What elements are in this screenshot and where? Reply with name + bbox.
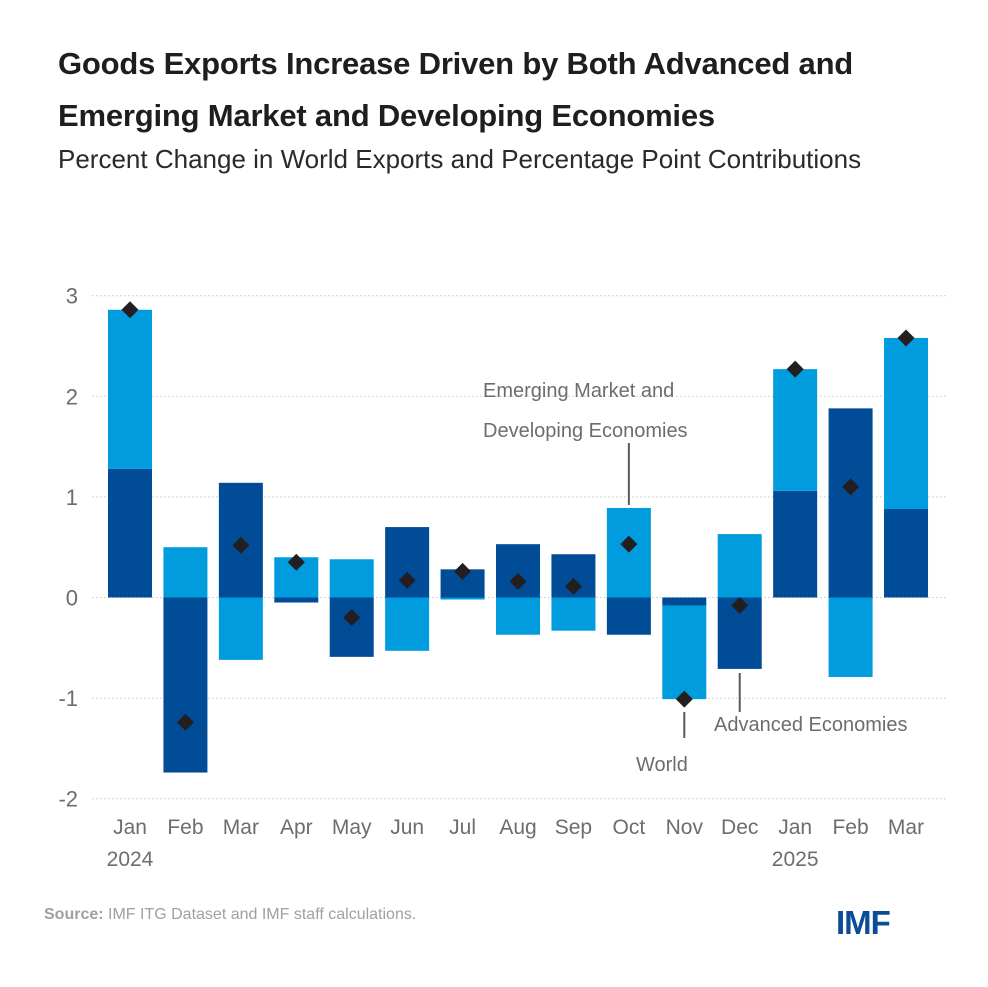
x-tick-label: Jul [449,816,476,839]
bars [108,309,929,773]
world-marker [232,536,250,554]
x-tick-label: Oct [613,816,646,839]
bar-emerging [385,597,430,651]
bar-advanced [274,597,319,603]
x-tick-label: Mar [888,816,924,839]
source-label: Source: [44,906,104,923]
y-tick-label: 3 [66,284,78,309]
annotations: Emerging Market and Developing Economies A… [483,380,907,776]
bar-emerging [662,605,707,700]
y-tick-label: 1 [66,485,78,510]
x-tick-label: Jun [390,816,424,839]
annotation-label: World [636,754,688,776]
x-tick-label: Dec [721,816,758,839]
bar-advanced [163,597,208,773]
y-tick-label: -2 [58,787,78,812]
x-tick-label: May [332,816,372,839]
x-tick-label: Nov [666,816,704,839]
bar-emerging [884,337,929,509]
world-marker [842,478,860,496]
x-tick-label: Feb [167,816,203,839]
chart-title: Goods Exports Increase Driven by Both Ad… [58,46,854,133]
bar-emerging [828,597,873,677]
y-tick-label: -1 [58,686,78,711]
bar-advanced [662,597,707,606]
bar-emerging [717,534,762,598]
bar-emerging [606,507,651,598]
bar-advanced [884,508,929,598]
y-tick-label: 2 [66,384,78,409]
world-marker [786,360,804,378]
world-markers [121,301,915,731]
bar-emerging [551,597,596,631]
x-tick-label: Sep [555,816,592,839]
bar-emerging [440,597,485,600]
x-axis-ticks: Jan Feb Mar Apr May Jun Jul Aug Sep Oct Nov Dec Jan F… [107,816,924,871]
world-marker [564,577,582,595]
x-tick-label: Aug [499,816,536,839]
world-marker [176,713,194,731]
bar-emerging [773,369,818,491]
annotation-label: Developing Economies [483,420,688,442]
world-marker [675,690,693,708]
x-tick-label: Mar [223,816,259,839]
annotation-label: Advanced Economies [714,714,907,736]
bar-emerging [218,597,263,660]
bar-advanced [329,597,374,657]
x-tick-label: Jan [113,816,147,839]
y-axis-ticks: 3 2 1 0 -1 -2 [58,284,78,812]
bar-advanced [108,468,152,598]
world-marker [287,553,305,571]
world-marker [731,597,749,615]
chart-subtitle: Percent Change in World Exports and Perc… [58,144,862,174]
y-tick-label: 0 [66,586,78,611]
world-marker [454,562,472,580]
world-marker [343,609,361,627]
bar-emerging [108,309,152,469]
annotation-label: Emerging Market and [483,380,674,402]
world-marker [620,535,638,553]
x-tick-label: Apr [280,816,313,839]
bar-emerging [496,597,541,635]
bar-advanced [773,490,818,598]
world-marker [398,571,416,589]
x-year-label: 2025 [772,848,819,871]
world-marker [509,572,527,590]
world-marker [121,301,139,319]
world-marker [897,329,915,347]
source-note: Source: IMF ITG Dataset and IMF staff ca… [44,906,416,924]
bar-emerging [329,559,374,598]
x-tick-label: Feb [832,816,868,839]
x-year-label: 2024 [107,848,154,871]
x-tick-label: Jan [778,816,812,839]
bar-advanced [606,597,651,635]
imf-logo: IMF [836,904,891,941]
bar-advanced [828,408,873,598]
source-text: IMF ITG Dataset and IMF staff calculatio… [103,906,417,923]
bar-emerging [163,547,208,598]
